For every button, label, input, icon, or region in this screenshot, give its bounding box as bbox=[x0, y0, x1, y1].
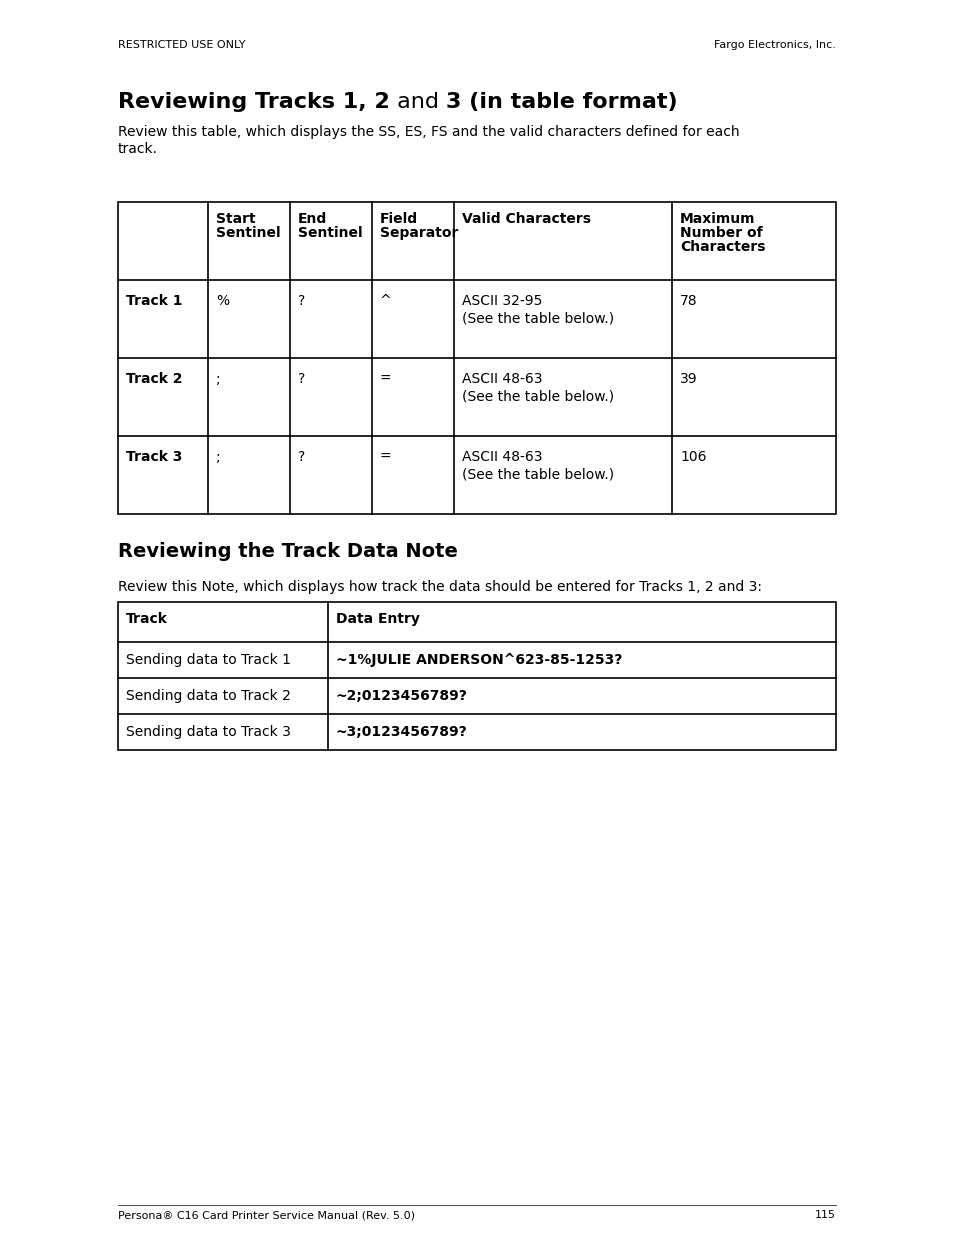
Text: (See the table below.): (See the table below.) bbox=[461, 468, 614, 482]
Text: RESTRICTED USE ONLY: RESTRICTED USE ONLY bbox=[118, 40, 245, 49]
Bar bbox=[118, 601, 835, 750]
Text: ?: ? bbox=[297, 372, 305, 387]
Text: Track: Track bbox=[126, 613, 168, 626]
Text: ~2;0123456789?: ~2;0123456789? bbox=[335, 689, 467, 703]
Text: End: End bbox=[297, 212, 327, 226]
Text: Review this Note, which displays how track the data should be entered for Tracks: Review this Note, which displays how tra… bbox=[118, 580, 761, 594]
Text: Sending data to Track 3: Sending data to Track 3 bbox=[126, 725, 291, 739]
Text: ~1%JULIE ANDERSON^623-85-1253?: ~1%JULIE ANDERSON^623-85-1253? bbox=[335, 653, 621, 667]
Text: Sending data to Track 1: Sending data to Track 1 bbox=[126, 653, 291, 667]
Text: ^: ^ bbox=[379, 294, 392, 308]
Text: 3 (in table format): 3 (in table format) bbox=[445, 91, 677, 112]
Text: Start: Start bbox=[215, 212, 255, 226]
Text: Sentinel: Sentinel bbox=[215, 226, 280, 240]
Text: Data Entry: Data Entry bbox=[335, 613, 419, 626]
Text: (See the table below.): (See the table below.) bbox=[461, 390, 614, 404]
Text: ?: ? bbox=[297, 294, 305, 308]
Text: Maximum: Maximum bbox=[679, 212, 755, 226]
Text: track.: track. bbox=[118, 142, 158, 156]
Text: =: = bbox=[379, 372, 392, 387]
Text: Persona® C16 Card Printer Service Manual (Rev. 5.0): Persona® C16 Card Printer Service Manual… bbox=[118, 1210, 415, 1220]
Text: Track 1: Track 1 bbox=[126, 294, 182, 308]
Text: ~3;0123456789?: ~3;0123456789? bbox=[335, 725, 467, 739]
Text: Valid Characters: Valid Characters bbox=[461, 212, 590, 226]
Text: Number of: Number of bbox=[679, 226, 761, 240]
Text: ;: ; bbox=[215, 372, 220, 387]
Text: Fargo Electronics, Inc.: Fargo Electronics, Inc. bbox=[714, 40, 835, 49]
Text: 106: 106 bbox=[679, 450, 706, 464]
Text: Track 2: Track 2 bbox=[126, 372, 182, 387]
Text: Review this table, which displays the SS, ES, FS and the valid characters define: Review this table, which displays the SS… bbox=[118, 125, 739, 140]
Text: Track 3: Track 3 bbox=[126, 450, 182, 464]
Text: =: = bbox=[379, 450, 392, 464]
Text: ?: ? bbox=[297, 450, 305, 464]
Text: 39: 39 bbox=[679, 372, 697, 387]
Text: Characters: Characters bbox=[679, 240, 764, 254]
Text: Field: Field bbox=[379, 212, 417, 226]
Text: ASCII 48-63: ASCII 48-63 bbox=[461, 450, 542, 464]
Text: ASCII 32-95: ASCII 32-95 bbox=[461, 294, 542, 308]
Bar bbox=[118, 203, 835, 514]
Text: Sentinel: Sentinel bbox=[297, 226, 362, 240]
Text: ;: ; bbox=[215, 450, 220, 464]
Text: Separator: Separator bbox=[379, 226, 457, 240]
Text: (See the table below.): (See the table below.) bbox=[461, 312, 614, 326]
Text: and: and bbox=[390, 91, 445, 112]
Text: 115: 115 bbox=[814, 1210, 835, 1220]
Text: Reviewing Tracks 1, 2: Reviewing Tracks 1, 2 bbox=[118, 91, 390, 112]
Text: %: % bbox=[215, 294, 229, 308]
Text: 78: 78 bbox=[679, 294, 697, 308]
Text: Sending data to Track 2: Sending data to Track 2 bbox=[126, 689, 291, 703]
Text: ASCII 48-63: ASCII 48-63 bbox=[461, 372, 542, 387]
Text: Reviewing the Track Data Note: Reviewing the Track Data Note bbox=[118, 542, 457, 561]
